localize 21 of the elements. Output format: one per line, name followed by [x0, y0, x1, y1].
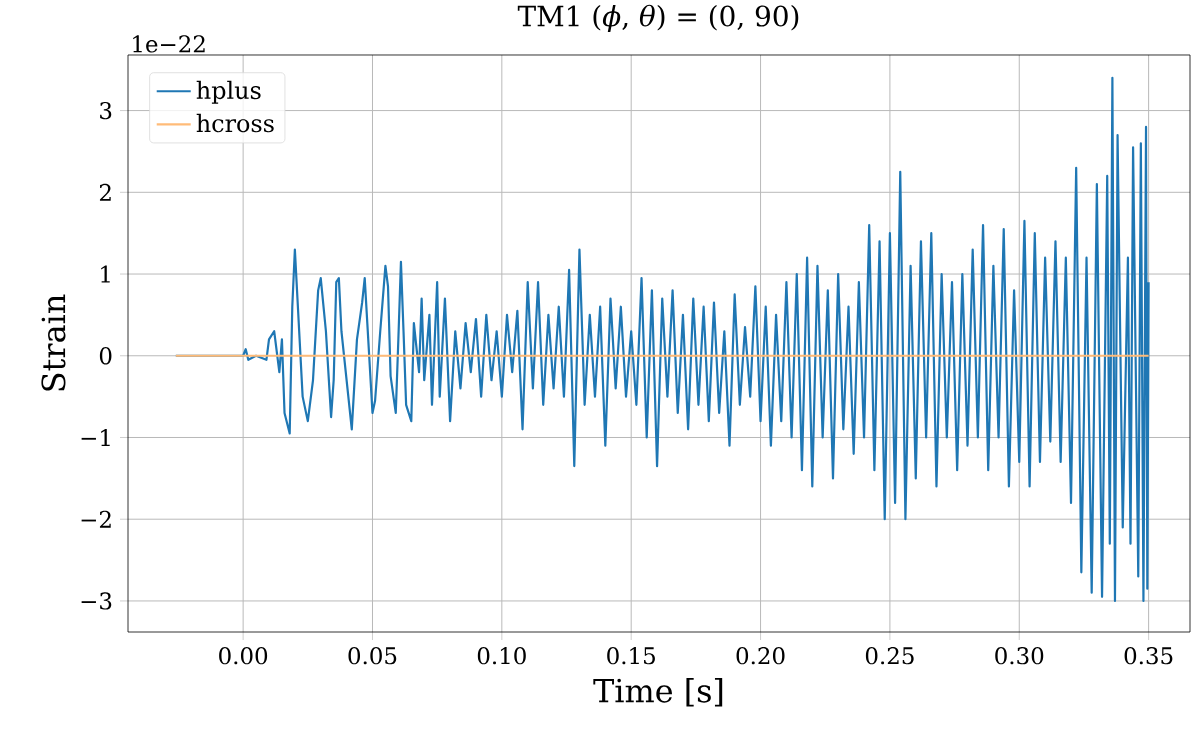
x-tick-label: 0.05: [348, 647, 397, 665]
x-tick-label: 0.15: [607, 647, 655, 665]
x-tick-label: 0.10: [477, 647, 526, 665]
x-axis-title: Time [s]: [593, 678, 723, 707]
x-tick-label: 0.35: [1124, 647, 1173, 665]
x-tick-label: 0.00: [219, 647, 268, 665]
x-tick-label: 0.25: [865, 647, 914, 665]
y-tick-label: 1: [101, 265, 110, 283]
x-tick-label: 0.20: [736, 647, 785, 665]
legend-label: hcross: [196, 113, 274, 133]
y-tick-label: 3: [100, 101, 112, 120]
legend-label: hplus: [196, 80, 261, 104]
chart-title: TM1 (ϕ, θ) = (0, 90): [517, 4, 799, 33]
text: 1e−22: [133, 35, 205, 53]
y-axis-title: Strain: [41, 294, 66, 391]
y-tick-label: −3: [81, 592, 112, 610]
y-tick-label: 2: [99, 183, 111, 201]
y-tick-label: 0: [99, 347, 112, 365]
y-tick-label: −2: [81, 510, 111, 528]
x-tick-label: 0.30: [995, 647, 1044, 665]
y-tick-label: −1: [81, 428, 110, 446]
